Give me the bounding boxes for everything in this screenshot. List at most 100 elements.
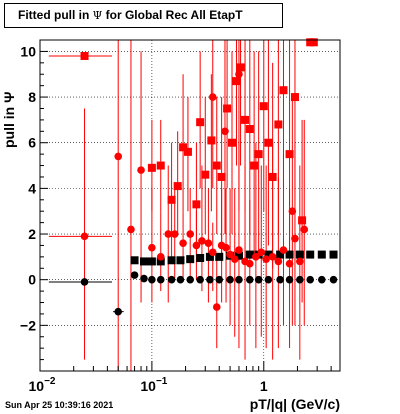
data-point-square xyxy=(295,250,304,259)
data-point-circle xyxy=(196,275,204,284)
data-point-circle xyxy=(148,275,156,284)
data-point-circle xyxy=(186,230,195,238)
data-point-square xyxy=(183,147,192,156)
y-tick-label: 4 xyxy=(28,180,36,196)
data-point-square xyxy=(217,172,226,181)
data-point-circle xyxy=(288,207,297,216)
data-point-circle xyxy=(268,253,277,261)
data-point-square xyxy=(298,216,307,225)
data-point-circle xyxy=(257,248,266,257)
data-point-square xyxy=(290,93,299,102)
data-point-circle xyxy=(206,275,214,284)
y-axis-label: pull in Ψ xyxy=(1,92,17,148)
y-axis-label-text: pull in Ψ xyxy=(1,91,17,148)
data-point-square xyxy=(192,200,201,209)
data-point-circle xyxy=(186,275,195,284)
data-point-circle xyxy=(226,275,234,284)
data-point-square xyxy=(201,170,210,179)
data-point-circle xyxy=(296,257,304,266)
y-tick-label: 0 xyxy=(28,272,36,288)
data-point-circle xyxy=(130,271,139,279)
data-point-circle xyxy=(208,248,217,257)
data-point-circle xyxy=(198,237,206,245)
data-point-square xyxy=(268,172,277,181)
data-point-circle xyxy=(296,275,304,284)
data-point-circle xyxy=(192,241,201,250)
title-suffix: for Global Rec All EtapT xyxy=(102,8,243,22)
data-point-square xyxy=(173,182,182,191)
data-point-circle xyxy=(300,225,309,234)
data-point-circle xyxy=(317,275,326,284)
data-point-square xyxy=(147,163,156,172)
data-point-circle xyxy=(215,275,224,284)
data-point-square xyxy=(309,38,318,47)
data-point-circle xyxy=(204,239,213,247)
data-point-circle xyxy=(274,257,283,266)
data-point-circle xyxy=(235,246,243,254)
data-point-circle xyxy=(254,275,263,284)
data-point-circle xyxy=(212,303,221,311)
data-point-square xyxy=(279,86,288,95)
data-point-circle xyxy=(179,239,187,247)
data-point-circle xyxy=(114,307,123,316)
data-point-circle xyxy=(245,275,254,284)
data-point-square xyxy=(236,63,245,72)
data-point-square xyxy=(276,250,285,259)
data-point-square xyxy=(156,161,165,170)
data-point-circle xyxy=(140,274,148,283)
data-point-square xyxy=(223,104,232,113)
data-point-circle xyxy=(156,275,165,284)
data-point-square xyxy=(167,256,176,265)
data-markers xyxy=(80,38,338,316)
data-point-circle xyxy=(279,246,288,254)
data-point-circle xyxy=(264,275,273,284)
data-point-circle xyxy=(80,232,89,241)
data-point-circle xyxy=(222,243,230,252)
title-psi-symbol: Ψ xyxy=(92,9,103,22)
y-tick-label: 10 xyxy=(20,43,36,59)
data-point-square xyxy=(264,138,273,147)
data-point-square xyxy=(207,136,216,145)
data-point-circle xyxy=(235,70,243,79)
data-point-square xyxy=(80,51,89,60)
y-tick-label: −2 xyxy=(20,317,36,333)
data-point-circle xyxy=(291,234,299,243)
chart-title: Fitted pull in Ψ for Global Rec All Etap… xyxy=(4,3,283,28)
data-point-square xyxy=(317,250,326,259)
data-point-square xyxy=(167,195,176,204)
data-point-square xyxy=(329,250,338,259)
data-point-square xyxy=(139,257,148,266)
axis-ticks xyxy=(39,39,332,371)
data-point-circle xyxy=(127,225,135,234)
data-point-circle xyxy=(170,230,179,238)
data-point-square xyxy=(241,115,250,124)
data-point-circle xyxy=(276,275,284,284)
x-axis-label: pT/|q| (GeV/c) xyxy=(249,396,340,412)
data-point-circle xyxy=(114,152,123,161)
data-point-square xyxy=(234,251,243,260)
data-point-circle xyxy=(230,255,239,263)
data-point-square xyxy=(186,255,195,264)
data-point-circle xyxy=(226,250,234,259)
data-point-square xyxy=(196,254,205,263)
error-bars xyxy=(48,40,305,371)
data-point-circle xyxy=(285,259,294,268)
title-prefix: Fitted pull in xyxy=(18,8,93,22)
data-point-square xyxy=(196,118,205,127)
data-point-square xyxy=(245,125,254,134)
data-point-square xyxy=(285,250,294,259)
data-point-square xyxy=(245,250,254,259)
data-point-circle xyxy=(262,255,270,263)
data-point-circle xyxy=(164,230,173,238)
data-point-circle xyxy=(176,275,185,284)
data-point-square xyxy=(147,257,156,266)
x-tick-label: 10−1 xyxy=(140,376,167,394)
data-point-circle xyxy=(208,93,217,101)
data-point-circle xyxy=(245,259,254,268)
timestamp: Sun Apr 25 10:39:16 2021 xyxy=(5,400,114,410)
data-point-square xyxy=(179,143,188,152)
y-tick-label: 8 xyxy=(28,89,36,105)
data-point-circle xyxy=(148,243,156,252)
plot-frame xyxy=(39,39,341,372)
